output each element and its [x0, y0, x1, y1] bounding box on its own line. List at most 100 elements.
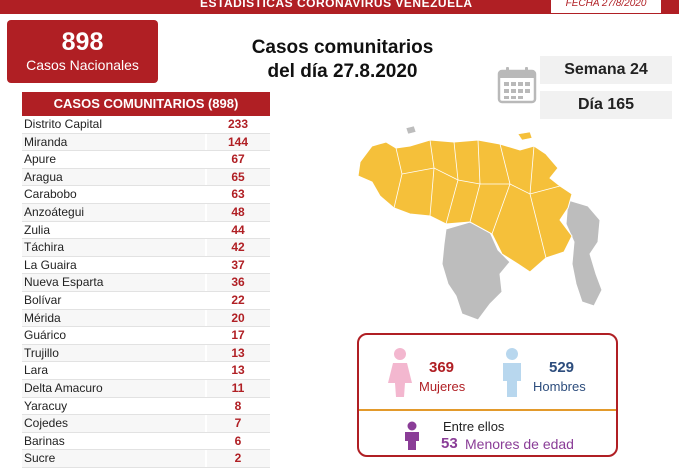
table-body: Distrito Capital 233 Miranda 144 Apure 67 Arag… [22, 116, 270, 468]
table-row: Táchira 42 [22, 239, 270, 257]
table-row: Anzoátegui 48 [22, 203, 270, 222]
man-icon [503, 348, 521, 397]
calendar-icon [497, 67, 537, 104]
state-name: La Guaira [24, 257, 77, 272]
state-cases-value: 144 [227, 134, 249, 149]
state-name: Miranda [24, 134, 68, 149]
table-row: Cojedes 7 [22, 415, 270, 433]
state-name: Carabobo [24, 187, 77, 202]
state-cases-value: 8 [234, 398, 242, 413]
state-cases-value: 17 [231, 328, 245, 343]
row-separator [205, 432, 207, 450]
state-name: Distrito Capital [24, 117, 103, 131]
men-label: Hombres [533, 379, 586, 394]
state-name: Barinas [24, 433, 65, 448]
gender-breakdown-box: 369 Mujeres 529 Hombres Entre ellos 53 M… [357, 333, 618, 457]
row-separator [205, 309, 207, 327]
row-separator [205, 186, 207, 203]
table-row: Bolívar 22 [22, 291, 270, 310]
state-name: Bolívar [24, 292, 62, 307]
state-cases-value: 13 [231, 345, 245, 360]
woman-icon [388, 348, 412, 397]
state-cases-value: 20 [231, 310, 245, 325]
week-box: Semana 24 [540, 56, 672, 84]
row-separator [205, 168, 207, 186]
state-name: Delta Amacuro [24, 380, 103, 395]
map-region-nueva-esparta [517, 131, 533, 141]
national-cases-label: Casos Nacionales [26, 57, 139, 73]
main-title: Casos comunitarios del día 27.8.2020 [230, 36, 455, 84]
table-row: Aragua 65 [22, 168, 270, 187]
women-value: 369 [429, 359, 455, 376]
state-cases-value: 11 [231, 380, 245, 395]
state-cases-value: 7 [234, 416, 242, 431]
day-box: Día 165 [540, 91, 672, 119]
national-cases-value: 898 [61, 28, 104, 56]
table-row: Trujillo 13 [22, 344, 270, 363]
state-cases-value: 42 [231, 240, 245, 255]
banner-date: FECHA 27/8/2020 [551, 0, 661, 13]
row-separator [205, 379, 207, 397]
state-cases-value: 63 [231, 187, 245, 202]
row-separator [205, 133, 207, 151]
table-row: Sucre 2 [22, 450, 270, 468]
minors-value: 53 [441, 435, 458, 452]
state-cases-value: 36 [231, 275, 245, 290]
state-name: Nueva Esparta [24, 275, 104, 290]
table-row: Yaracuy 8 [22, 397, 270, 416]
minors-label: Menores de edad [465, 436, 574, 452]
state-name: Apure [24, 152, 57, 167]
state-name: Zulia [24, 222, 51, 237]
row-separator [205, 256, 207, 274]
table-row: Lara 13 [22, 362, 270, 380]
main-title-line2: del día 27.8.2020 [267, 61, 418, 82]
minors-prefix: Entre ellos [443, 419, 505, 434]
state-name: Yaracuy [24, 398, 68, 413]
main-title-line1: Casos comunitarios [251, 37, 434, 58]
row-separator [205, 327, 207, 344]
top-banner: ESTADÍSTICAS CORONAVIRUS VENEZUELA FECHA… [0, 0, 679, 14]
state-cases-value: 48 [231, 204, 245, 219]
state-cases-value: 13 [231, 363, 245, 378]
state-name: Aragua [24, 169, 63, 184]
state-cases-value: 37 [231, 257, 245, 272]
map-region-guayana [565, 199, 603, 307]
table-row: Mérida 20 [22, 309, 270, 328]
row-separator [205, 116, 207, 133]
row-separator [205, 362, 207, 379]
women-label: Mujeres [419, 379, 466, 394]
table-row: Delta Amacuro 11 [22, 379, 270, 398]
state-cases-value: 22 [231, 292, 245, 307]
state-name: Sucre [24, 451, 56, 466]
row-separator [205, 344, 207, 362]
state-cases-value: 67 [231, 152, 245, 167]
table-row: Zulia 44 [22, 221, 270, 240]
row-separator [205, 221, 207, 239]
row-separator [205, 415, 207, 432]
row-separator [205, 450, 207, 467]
row-separator [205, 203, 207, 221]
map-region-island [405, 125, 417, 135]
gender-divider [359, 409, 616, 411]
row-separator [205, 239, 207, 256]
state-name: Lara [24, 363, 49, 378]
table-row: Distrito Capital 233 [22, 116, 270, 134]
map-region-main [357, 139, 573, 273]
state-cases-value: 65 [231, 169, 245, 184]
state-cases-value: 44 [231, 222, 245, 237]
state-cases-value: 2 [234, 451, 242, 466]
table-row: Miranda 144 [22, 133, 270, 152]
state-cases-value: 6 [234, 433, 242, 448]
table-row: Apure 67 [22, 151, 270, 169]
state-name: Anzoátegui [24, 204, 85, 219]
venezuela-map [357, 125, 603, 321]
row-separator [205, 397, 207, 415]
men-value: 529 [549, 359, 575, 376]
banner-title: ESTADÍSTICAS CORONAVIRUS VENEZUELA [200, 0, 473, 10]
state-name: Guárico [24, 328, 67, 343]
community-cases-table: CASOS COMUNITARIOS (898) Distrito Capita… [22, 92, 270, 468]
table-header: CASOS COMUNITARIOS (898) [22, 92, 270, 116]
state-name: Trujillo [24, 345, 59, 360]
table-row: Nueva Esparta 36 [22, 274, 270, 292]
state-name: Cojedes [24, 416, 69, 431]
